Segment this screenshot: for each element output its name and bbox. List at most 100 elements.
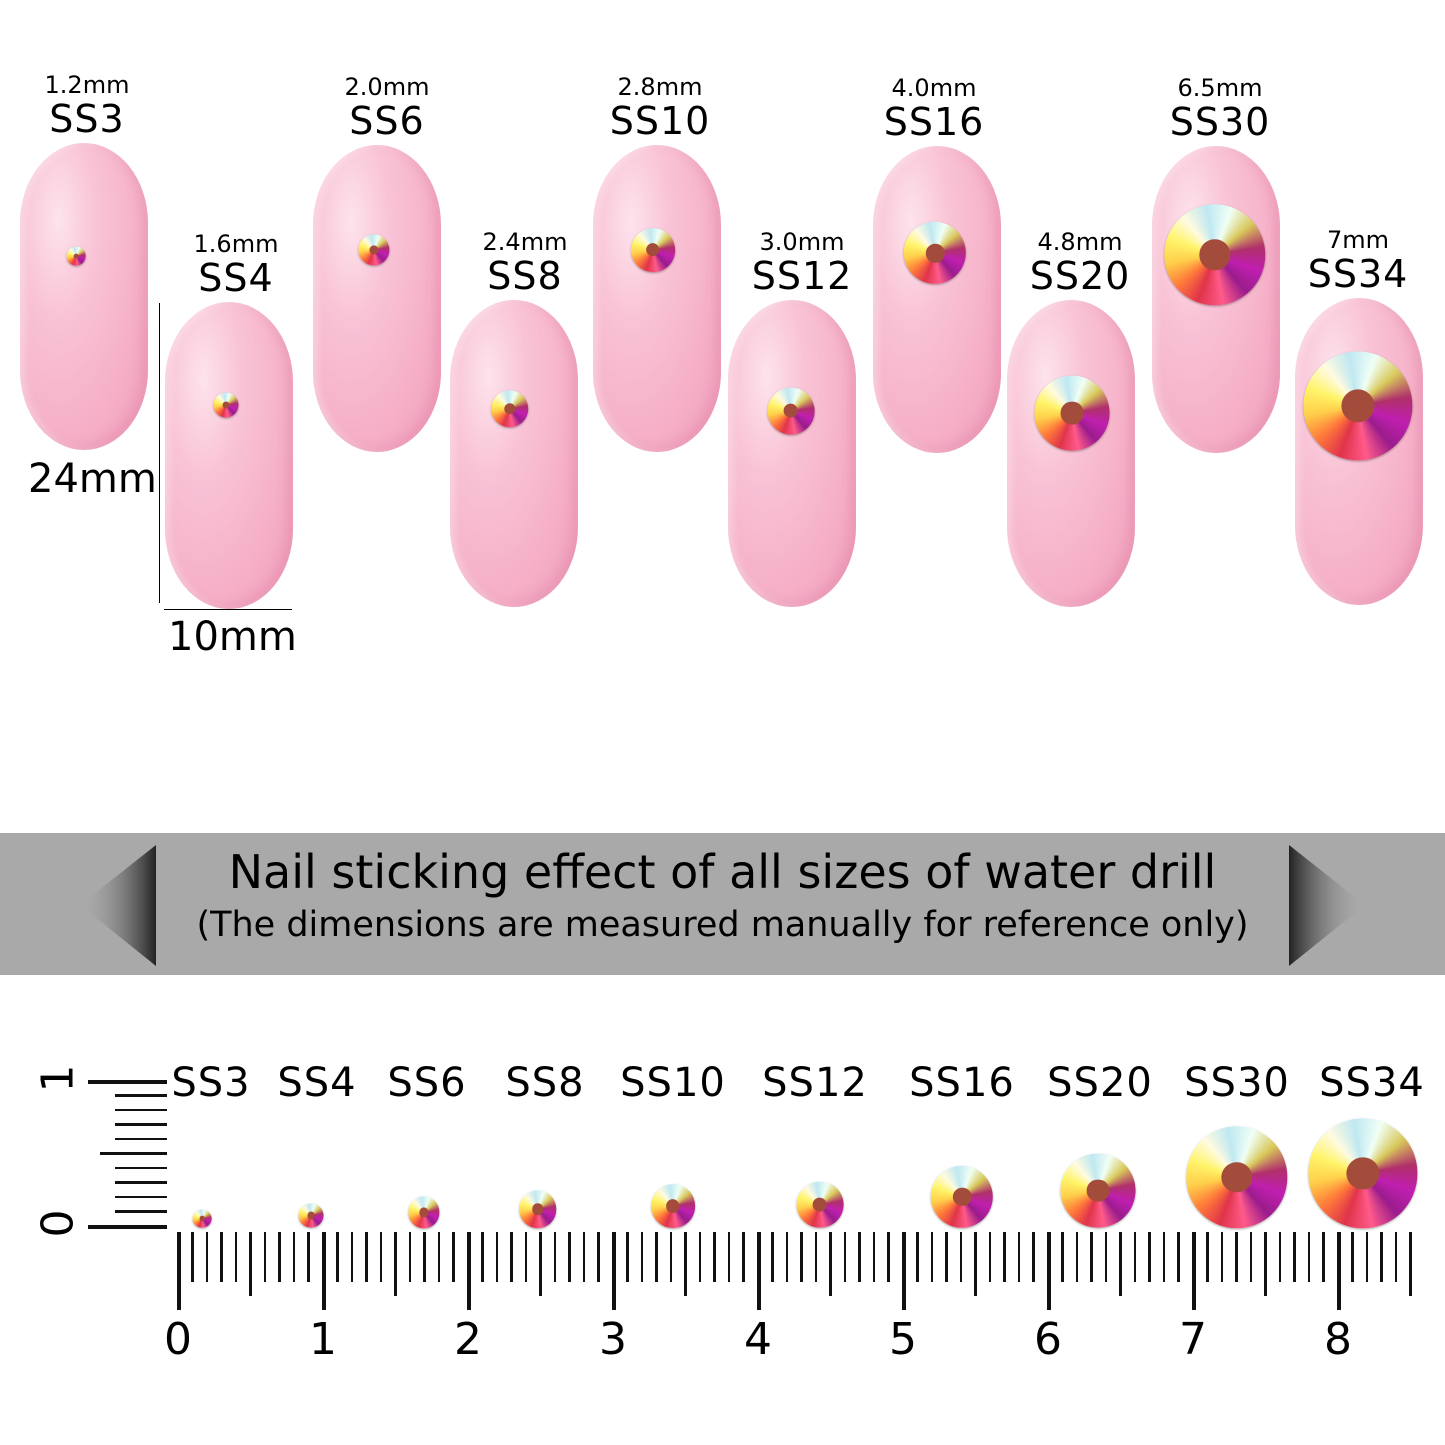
ruler-size-label: SS12 bbox=[762, 1060, 868, 1106]
rhinestone-gem bbox=[1303, 351, 1413, 461]
ruler-tick bbox=[1409, 1232, 1412, 1296]
ruler-tick bbox=[655, 1232, 658, 1282]
ruler-tick bbox=[115, 1123, 167, 1126]
ruler-tick bbox=[1017, 1232, 1020, 1282]
ss-size-label: SS3 bbox=[49, 97, 125, 141]
ruler-tick bbox=[263, 1232, 266, 1282]
ss-size-label: SS12 bbox=[751, 254, 853, 298]
ruler-tick bbox=[481, 1232, 484, 1282]
ruler-tick bbox=[1148, 1232, 1151, 1282]
ruler-tick bbox=[988, 1232, 991, 1282]
ruler-tick bbox=[1104, 1232, 1107, 1282]
right-arrow-icon bbox=[1289, 845, 1365, 966]
ruler-tick bbox=[205, 1232, 208, 1282]
left-arrow-icon bbox=[80, 845, 156, 966]
size-mm-label: 2.0mm bbox=[344, 73, 430, 101]
ruler-tick bbox=[524, 1232, 527, 1282]
ruler-tick bbox=[800, 1232, 803, 1282]
ss-size-label: SS20 bbox=[1029, 254, 1131, 298]
ruler-tick bbox=[1394, 1232, 1397, 1282]
ruler-tick bbox=[100, 1152, 167, 1155]
ruler-tick bbox=[1162, 1232, 1165, 1282]
ruler-rhinestone-gem bbox=[930, 1165, 994, 1228]
rhinestone-gem bbox=[66, 246, 86, 266]
ruler-tick bbox=[1090, 1232, 1093, 1282]
ruler-tick bbox=[365, 1232, 368, 1282]
banner: Nail sticking effect of all sizes of wat… bbox=[0, 833, 1445, 975]
rhinestone-gem bbox=[903, 221, 967, 285]
ruler-tick bbox=[1177, 1232, 1180, 1282]
ruler-tick bbox=[88, 1224, 167, 1229]
ruler-tick bbox=[539, 1232, 542, 1296]
ruler-tick bbox=[640, 1232, 643, 1282]
ruler-tick bbox=[176, 1232, 181, 1310]
ruler-tick bbox=[1220, 1232, 1223, 1282]
ruler-tick bbox=[452, 1232, 455, 1282]
ruler-number: 2 bbox=[454, 1314, 482, 1365]
ruler-tick bbox=[495, 1232, 498, 1282]
ruler-tick bbox=[115, 1210, 167, 1213]
ruler-rhinestone-gem bbox=[1186, 1126, 1288, 1228]
ruler-tick bbox=[901, 1232, 906, 1310]
ruler-tick bbox=[1133, 1232, 1136, 1282]
ruler-tick bbox=[582, 1232, 585, 1282]
ruler-tick bbox=[1307, 1232, 1310, 1282]
ss-size-label: SS30 bbox=[1169, 100, 1271, 144]
nail bbox=[873, 146, 1001, 453]
ruler-tick bbox=[220, 1232, 223, 1282]
ruler-tick bbox=[1061, 1232, 1064, 1282]
banner-subtitle: (The dimensions are measured manually fo… bbox=[196, 905, 1249, 945]
ruler-tick bbox=[771, 1232, 774, 1282]
ruler-tick bbox=[713, 1232, 716, 1282]
ruler-tick bbox=[321, 1232, 326, 1310]
ruler-tick bbox=[684, 1232, 687, 1296]
width-dimension-label: 10mm bbox=[168, 614, 297, 660]
ruler-tick bbox=[115, 1195, 167, 1198]
ruler-tick bbox=[379, 1232, 382, 1282]
ruler-tick bbox=[307, 1232, 310, 1282]
ruler-tick bbox=[611, 1232, 616, 1310]
ss-size-label: SS8 bbox=[487, 254, 563, 298]
ruler-tick bbox=[1293, 1232, 1296, 1282]
ruler-tick bbox=[191, 1232, 194, 1282]
rhinestone-gem bbox=[213, 392, 239, 418]
ruler-tick bbox=[945, 1232, 948, 1282]
ruler-tick bbox=[292, 1232, 295, 1282]
rhinestone-gem bbox=[767, 387, 815, 435]
ruler-rhinestone-gem bbox=[298, 1203, 324, 1228]
ruler-tick bbox=[115, 1094, 167, 1097]
ruler-size-label: SS3 bbox=[171, 1060, 251, 1106]
ruler-tick bbox=[597, 1232, 600, 1282]
ruler-number: 7 bbox=[1179, 1314, 1207, 1365]
size-mm-label: 2.8mm bbox=[617, 73, 703, 101]
ruler-tick bbox=[1365, 1232, 1368, 1282]
ss-size-label: SS10 bbox=[609, 99, 711, 143]
ruler-tick bbox=[1119, 1232, 1122, 1296]
ruler-tick bbox=[466, 1232, 471, 1310]
size-mm-label: 4.0mm bbox=[891, 74, 977, 102]
ruler-tick bbox=[742, 1232, 745, 1282]
size-mm-label: 1.6mm bbox=[193, 230, 279, 258]
rhinestone-gem bbox=[1164, 204, 1266, 306]
ruler-tick bbox=[858, 1232, 861, 1282]
nail bbox=[593, 145, 721, 452]
ruler-vertical-number: 1 bbox=[32, 1064, 84, 1093]
height-dimension-label: 24mm bbox=[28, 456, 157, 502]
size-mm-label: 6.5mm bbox=[1177, 74, 1263, 102]
height-dimension-line bbox=[159, 303, 160, 603]
rhinestone-gem bbox=[1034, 375, 1110, 451]
ruler-number: 5 bbox=[889, 1314, 917, 1365]
ruler-tick bbox=[930, 1232, 933, 1282]
ruler-tick bbox=[1191, 1232, 1196, 1310]
ruler-tick bbox=[916, 1232, 919, 1282]
ruler-tick bbox=[423, 1232, 426, 1282]
size-mm-label: 3.0mm bbox=[759, 228, 845, 256]
ruler-rhinestone-gem bbox=[1308, 1118, 1418, 1228]
ruler-size-label: SS6 bbox=[387, 1060, 467, 1106]
ruler-number: 3 bbox=[599, 1314, 627, 1365]
ruler-tick bbox=[249, 1232, 252, 1296]
ruler-tick bbox=[974, 1232, 977, 1296]
ruler-tick bbox=[887, 1232, 890, 1282]
ruler-tick bbox=[829, 1232, 832, 1296]
nail bbox=[1007, 300, 1135, 607]
